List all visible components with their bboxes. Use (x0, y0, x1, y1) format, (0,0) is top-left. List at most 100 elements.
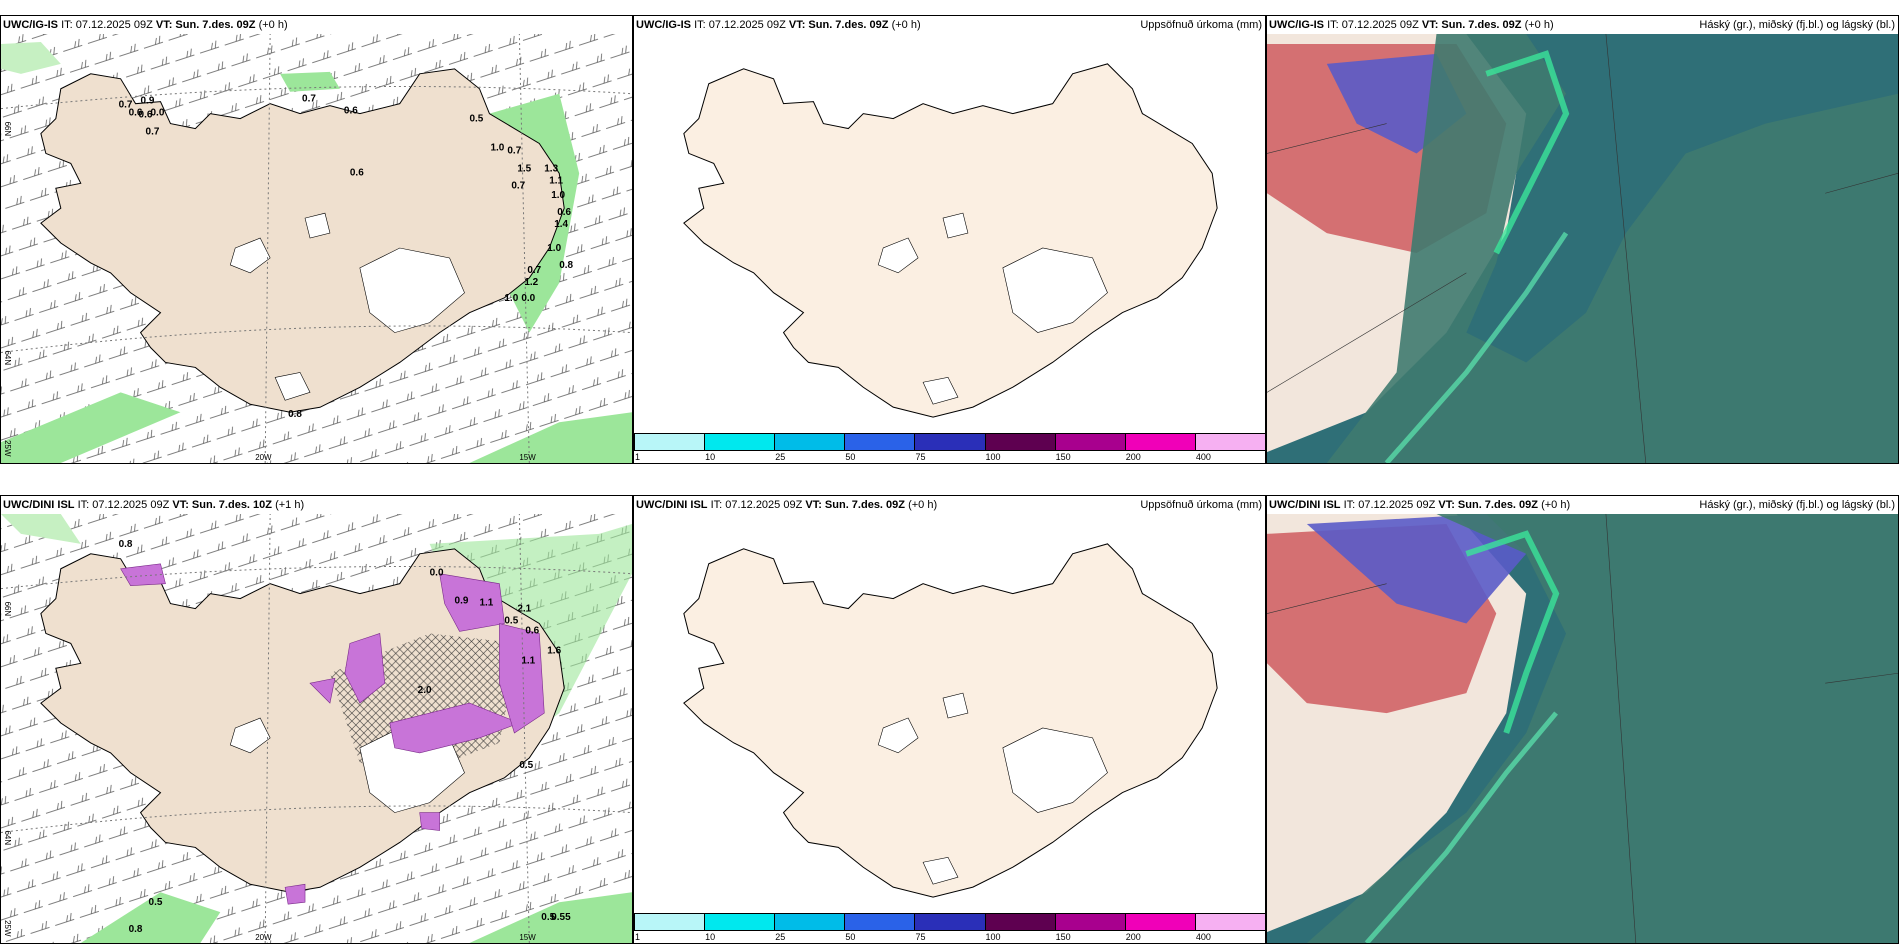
value-label: 0.5 (541, 912, 555, 923)
value-label: 1.1 (549, 175, 563, 186)
value-label: 1.2 (524, 277, 538, 288)
lat-label-64: 64N (3, 351, 12, 366)
colorbar-tick: 10 (705, 452, 716, 462)
value-label: 0.6 (557, 207, 571, 218)
value-label: 0.7 (302, 94, 316, 105)
colorbar-tick: 25 (775, 932, 786, 942)
colorbar-segment (704, 913, 776, 931)
colorbar-segment (844, 913, 916, 931)
value-label: 0.9 (141, 96, 155, 107)
colorbar-tick: 150 (1055, 932, 1071, 942)
value-label: 0.0 (521, 293, 535, 304)
cloud-map[interactable] (1267, 34, 1898, 463)
panel-ig-cloud-cover: UWC/IG-IS IT: 07.12.2025 09Z VT: Sun. 7.… (1266, 15, 1899, 464)
lon-label-25: 25W (3, 920, 12, 937)
colorbar-tick: 200 (1125, 932, 1141, 942)
value-label: 0.8 (288, 409, 302, 420)
precip-colorbar: 1 10 25 50 75 100 150 200 400 (634, 433, 1265, 463)
panel-header: UWC/IG-IS IT: 07.12.2025 09Z VT: Sun. 7.… (634, 16, 1265, 34)
panel-header: UWC/DINI ISL IT: 07.12.2025 09Z VT: Sun.… (1, 496, 632, 514)
lon-label-20: 20W (255, 453, 272, 462)
value-label: 0.5 (149, 897, 163, 908)
colorbar-tick: 150 (1055, 452, 1071, 462)
lat-label-64: 64N (3, 831, 12, 846)
value-label: 1.4 (554, 219, 568, 230)
precip-values: 0.8 0.0 0.9 1.1 0.5 2.1 0.6 1.1 2.0 1.6 … (119, 539, 571, 935)
panel-header: UWC/DINI ISL IT: 07.12.2025 09Z VT: Sun.… (634, 496, 1265, 514)
value-label: 1.0 (547, 243, 561, 254)
precip-colorbar: 1 10 25 50 75 100 150 200 400 (634, 913, 1265, 943)
precip-map[interactable] (634, 34, 1265, 433)
lon-label-15: 15W (519, 453, 536, 462)
value-label: 0.5 (519, 760, 533, 771)
colorbar-segment (914, 913, 986, 931)
value-label: 1.0 (490, 142, 504, 153)
panel-ig-precip-wind: UWC/IG-IS IT: 07.12.2025 09Z VT: Sun. 7.… (0, 15, 633, 464)
value-label: 0.6 (525, 625, 539, 636)
colorbar-tick: 200 (1125, 452, 1141, 462)
colorbar-tick: 400 (1195, 452, 1211, 462)
value-label: 1.0 (551, 190, 565, 201)
panel-ig-accumulated-precip: UWC/IG-IS IT: 07.12.2025 09Z VT: Sun. 7.… (633, 15, 1266, 464)
colorbar-tick: 50 (845, 932, 856, 942)
panel-header: UWC/IG-IS IT: 07.12.2025 09Z VT: Sun. 7.… (1267, 16, 1898, 34)
value-label: 0.9 (455, 596, 469, 607)
colorbar-segment (1194, 433, 1265, 451)
lat-label-66: 66N (3, 602, 12, 617)
lon-label-15: 15W (519, 933, 536, 942)
colorbar-segment (634, 433, 706, 451)
value-label: 0.8 (129, 924, 143, 935)
colorbar-segment (634, 913, 706, 931)
wind-precip-map[interactable]: 66N 64N 25W 20W 15W 0.7 0.9 0.6 0.6 0.0 … (1, 34, 632, 463)
value-label: 0.7 (146, 127, 160, 138)
value-label: 1.5 (517, 163, 531, 174)
lon-label-25: 25W (3, 440, 12, 457)
value-label: 0.8 (559, 260, 573, 271)
colorbar-segment (774, 913, 846, 931)
value-label: 0.6 (350, 167, 364, 178)
wind-precip-map[interactable]: 66N 64N 25W 20W 15W 0.8 0.0 0.9 1.1 0.5 … (1, 514, 632, 943)
colorbar-segment (914, 433, 986, 451)
value-label: 0.6 (129, 108, 143, 119)
colorbar-tick: 100 (985, 452, 1001, 462)
value-label: 1.0 (504, 293, 518, 304)
colorbar-tick: 10 (705, 932, 716, 942)
panel-dini-cloud-cover: UWC/DINI ISL IT: 07.12.2025 09Z VT: Sun.… (1266, 495, 1899, 944)
lon-label-20: 20W (255, 933, 272, 942)
colorbar-tick: 75 (915, 452, 926, 462)
value-label: 1.3 (544, 163, 558, 174)
value-label: 0.5 (504, 615, 518, 626)
colorbar-segment (984, 433, 1056, 451)
value-label: 0.55 (551, 912, 571, 923)
value-label: 0.7 (527, 265, 541, 276)
colorbar-segment (774, 433, 846, 451)
colorbar-segment (1194, 913, 1265, 931)
value-label: 0.7 (507, 145, 521, 156)
cloud-map[interactable] (1267, 514, 1898, 943)
value-label: 0.8 (119, 539, 133, 550)
value-label: 1.1 (521, 655, 535, 666)
colorbar-tick: 50 (845, 452, 856, 462)
colorbar-segment (1054, 913, 1126, 931)
colorbar-tick: 400 (1195, 932, 1211, 942)
value-label: 1.6 (547, 645, 561, 656)
colorbar-segment (844, 433, 916, 451)
panel-header: UWC/IG-IS IT: 07.12.2025 09Z VT: Sun. 7.… (1, 16, 632, 34)
precip-map[interactable] (634, 514, 1265, 913)
value-label: 0.6 (139, 110, 153, 121)
value-label: 1.1 (479, 598, 493, 609)
colorbar-segment (1054, 433, 1126, 451)
lat-label-66: 66N (3, 122, 12, 137)
colorbar-segment (1124, 433, 1196, 451)
panel-dini-precip-wind: UWC/DINI ISL IT: 07.12.2025 09Z VT: Sun.… (0, 495, 633, 944)
value-label: 2.1 (517, 604, 531, 615)
value-label: 0.7 (511, 180, 525, 191)
colorbar-tick: 25 (775, 452, 786, 462)
colorbar-tick: 1 (635, 932, 641, 942)
colorbar-tick: 1 (635, 452, 641, 462)
colorbar-segment (1124, 913, 1196, 931)
colorbar-segment (984, 913, 1056, 931)
colorbar-tick: 75 (915, 932, 926, 942)
colorbar-segment (704, 433, 776, 451)
value-label: 0.6 (344, 106, 358, 117)
